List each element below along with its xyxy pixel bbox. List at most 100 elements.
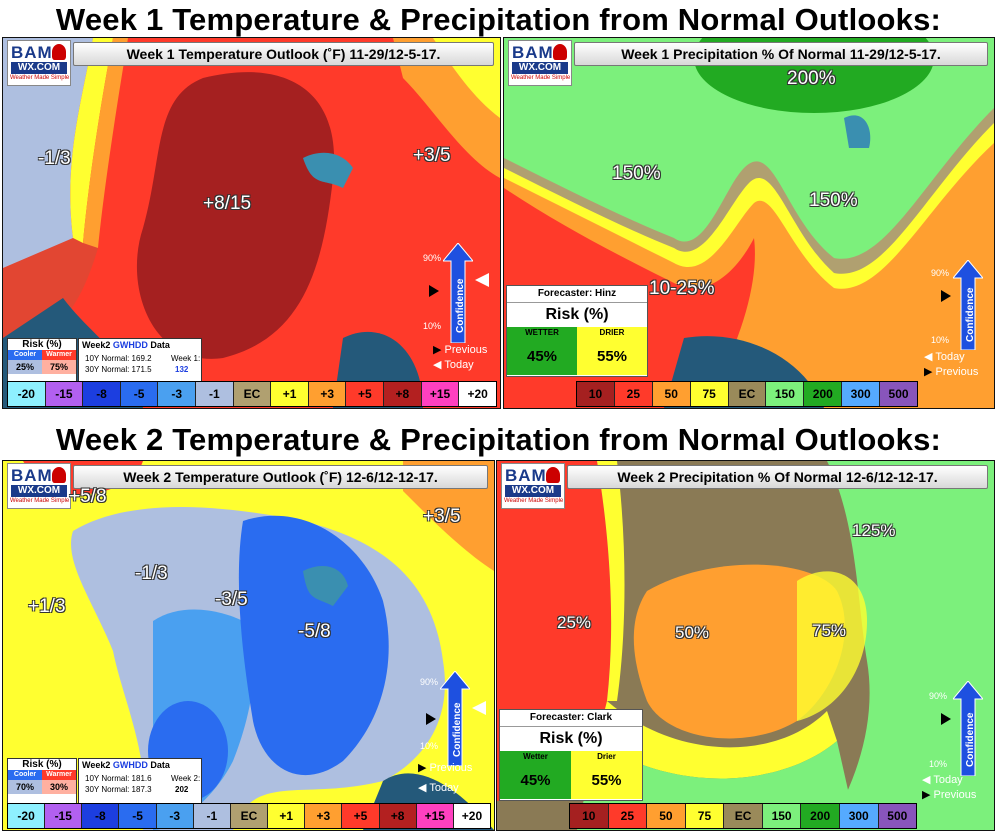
cooler-value: 70% [8,780,42,794]
map-label: +5/8 [69,486,107,507]
map-label: 25% [557,613,592,632]
legend-swatch: EC [233,382,272,406]
week1-heading: Week 1 Temperature & Precipitation from … [55,2,942,37]
week1-temp-title: Week 1 Temperature Outlook (˚F) 11-29/12… [73,42,494,66]
drier-label: DRIER [577,327,647,339]
map-label: -3/5 [215,589,248,610]
map-label: -5/8 [298,621,331,642]
map-label: 10-25% [649,278,715,299]
legend-swatch: +1 [271,382,309,406]
week1-temp-risk: Risk (%) Cooler Warmer 25% 75% [7,338,77,384]
wetter-label: Wetter [500,751,571,763]
legend-swatch: +15 [416,804,454,828]
legend-swatch: 200 [804,382,843,406]
legend-swatch: 500 [880,382,918,406]
legend-swatch: +3 [308,382,347,406]
triangle-left-icon [475,273,489,287]
legend-swatch: EC [728,382,767,406]
map-label: 150% [809,190,858,211]
drier-label: Drier [571,751,642,763]
confidence-arrow-icon [953,260,983,350]
map-label: 75% [812,621,847,640]
legend-swatch: +5 [342,804,380,828]
warmer-value: 75% [42,360,76,374]
confidence-indicator: 90% 10% Confidence [423,243,500,373]
cooler-value: 25% [8,360,42,374]
bam-logo: BAM WX.COM Weather Made Simple [508,40,572,86]
legend-swatch: +15 [421,382,460,406]
map-label: -1/3 [38,148,71,169]
legend-swatch: +3 [305,804,343,828]
warmer-label: Warmer [42,770,76,780]
precip-legend: 10 25 50 75 EC 150 200 300 500 [576,381,918,407]
previous-label: ▶ Previous [924,366,979,378]
legend-swatch: 200 [801,804,840,828]
legend-swatch: +20 [459,382,496,406]
wetter-value: 45% [500,763,571,799]
temp-legend: -20 -15 -8 -5 -3 -1 EC +1 +3 +5 +8 +15 +20 [7,381,497,407]
week1-precip-title: Week 1 Precipitation % Of Normal 11-29/1… [574,42,988,66]
week1-temp-map: BAM WX.COM Weather Made Simple Week 1 Temp… [2,37,501,409]
legend-swatch: -20 [8,804,46,828]
week2-temp-map-graphic [3,461,494,830]
legend-swatch: -1 [193,804,231,828]
confidence-arrow-icon [953,681,983,776]
week2-precip-risk: Forecaster: Clark Risk (%) Wetter Drier … [499,709,643,801]
triangle-right-icon [941,713,951,725]
legend-swatch: EC [230,804,269,828]
wetter-value: 45% [507,339,577,375]
triangle-right-icon [941,290,951,302]
week2-precip-title: Week 2 Precipitation % Of Normal 12-6/12… [567,465,988,489]
today-label: ◀ Today [922,774,963,786]
map-label: +3/5 [413,145,451,166]
week1-precip-risk: Forecaster: Hinz Risk (%) WETTER DRIER 4… [506,285,648,377]
drier-value: 55% [571,763,642,799]
triangle-left-icon [472,701,486,715]
triangle-right-icon [426,713,436,725]
legend-swatch: -15 [45,382,84,406]
triangle-right-icon [429,285,439,297]
map-label: 125% [852,521,896,540]
legend-swatch: 50 [652,382,691,406]
precip-legend: 10 25 50 75 EC 150 200 300 500 [569,803,917,829]
legend-swatch: -1 [196,382,234,406]
today-label: ◀ Today [418,782,459,794]
legend-swatch: 150 [766,382,805,406]
legend-swatch: -20 [8,382,46,406]
legend-swatch: -3 [158,382,197,406]
map-label: -1/3 [135,563,168,584]
week2-precip-map: BAM WX.COM Weather Made Simple Week 2 Prec… [496,460,995,831]
map-label: 200% [787,68,836,89]
today-label: ◀ Today [924,351,965,363]
legend-swatch: +8 [384,382,422,406]
week2-precip-map-graphic [497,461,994,830]
previous-label: ▶ Previous [433,344,488,356]
map-label: +1/3 [28,596,66,617]
legend-swatch: 300 [839,804,879,828]
warmer-label: Warmer [42,350,76,360]
wetter-label: WETTER [507,327,577,339]
warmer-value: 30% [42,780,76,794]
cooler-label: Cooler [8,770,42,780]
legend-swatch: 75 [690,382,729,406]
legend-swatch: EC [724,804,763,828]
week2-heading: Week 2 Temperature & Precipitation from … [55,422,942,457]
map-label: +3/5 [423,506,461,527]
confidence-indicator: 90% 10% Confidence [927,681,994,811]
legend-swatch: +1 [268,804,306,828]
confidence-arrow-icon [443,243,473,343]
legend-swatch: -8 [82,804,120,828]
legend-swatch: 25 [608,804,648,828]
temp-legend: -20 -15 -8 -5 -3 -1 EC +1 +3 +5 +8 +15 +20 [7,803,491,829]
week1-gwhdd: Week2 GWHDD Data 10Y Normal: 169.2 30Y N… [78,338,202,384]
legend-swatch: -8 [83,382,121,406]
previous-label: ▶ Previous [922,789,977,801]
confidence-indicator: 90% 10% Confidence [929,260,994,390]
bam-logo: BAM WX.COM Weather Made Simple [501,463,565,509]
map-label: 50% [675,623,710,642]
legend-swatch: +8 [379,804,417,828]
drier-value: 55% [577,339,647,375]
legend-swatch: 75 [685,804,725,828]
confidence-arrow-icon [440,671,470,766]
cooler-label: Cooler [8,350,42,360]
